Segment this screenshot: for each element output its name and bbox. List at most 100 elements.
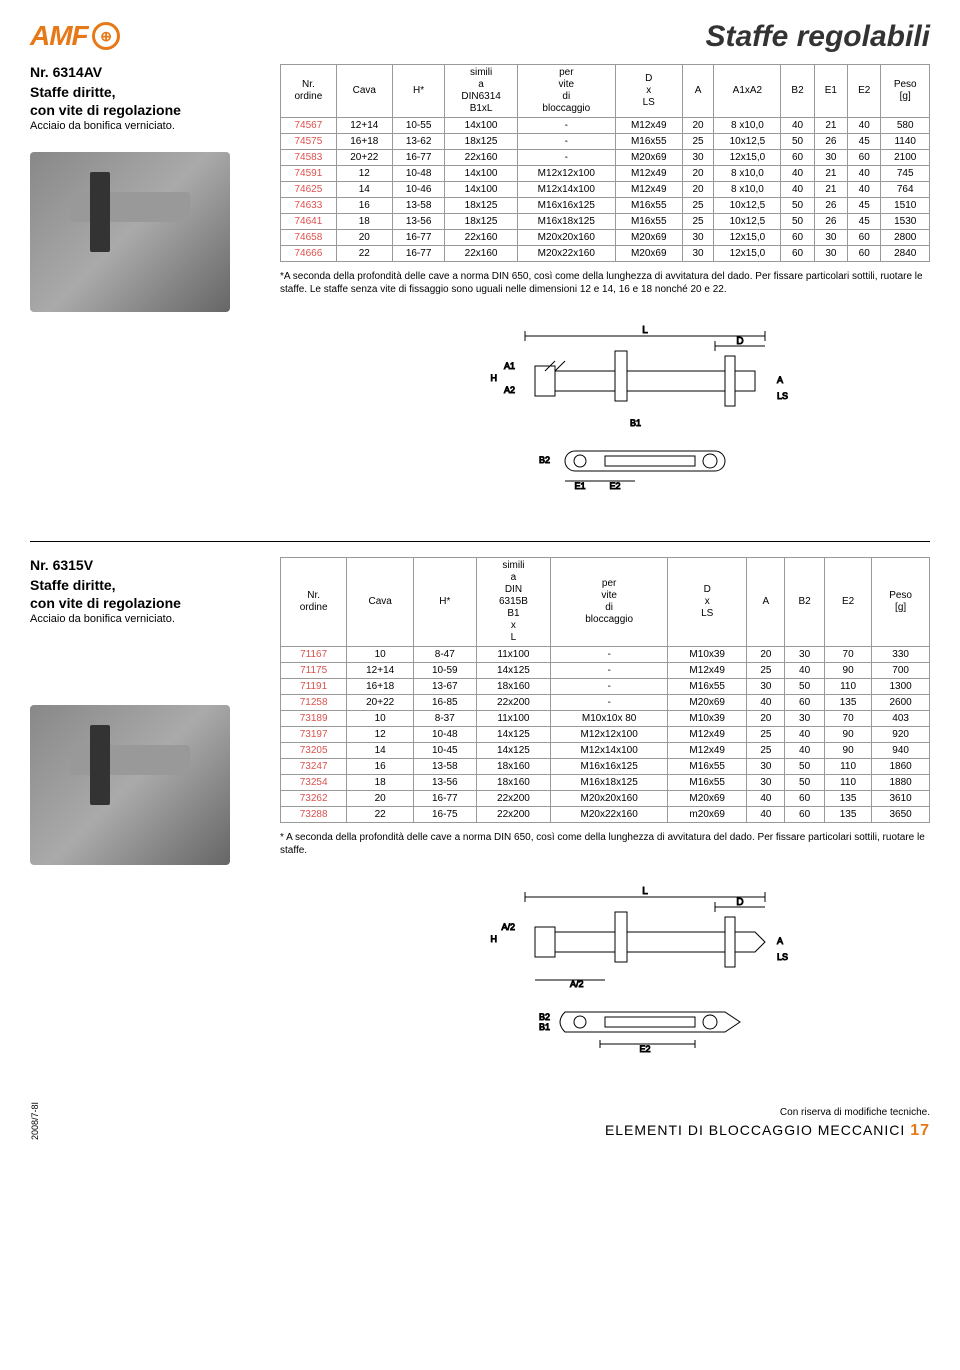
- table-cell: 40: [785, 727, 825, 743]
- table-header: Nr.ordine: [281, 558, 347, 647]
- table-cell: 40: [781, 118, 814, 134]
- table-cell: -: [517, 118, 615, 134]
- table-cell: 13-62: [392, 134, 445, 150]
- table-cell: 11x100: [476, 647, 551, 663]
- table-cell: 16-77: [392, 246, 445, 262]
- table-cell: 10-45: [414, 743, 476, 759]
- table-cell: -: [551, 647, 668, 663]
- table-cell: 12+14: [336, 118, 392, 134]
- table-header: pervitedibloccaggio: [551, 558, 668, 647]
- divider: [30, 541, 930, 542]
- table-cell: 10x12,5: [714, 134, 781, 150]
- table-cell: M10x39: [667, 647, 747, 663]
- table-cell: M12x14x100: [517, 182, 615, 198]
- table-row: 7125820+2216-8522x200-M20x6940601352600: [281, 695, 930, 711]
- table-cell: 60: [848, 246, 881, 262]
- table-cell: 30: [814, 150, 847, 166]
- table-cell: 12: [347, 727, 414, 743]
- table-cell: 50: [785, 775, 825, 791]
- section-6315v: Nr. 6315V Staffe diritte, con vite di re…: [30, 557, 930, 1072]
- table-cell: 700: [872, 663, 930, 679]
- table-cell: 16: [347, 759, 414, 775]
- table-row: 731971210-4814x125M12x12x100M12x49254090…: [281, 727, 930, 743]
- table-cell: m20x69: [667, 807, 747, 823]
- product1-code: Nr. 6314AV: [30, 64, 260, 80]
- table-cell: M16x55: [667, 759, 747, 775]
- table-cell: 22x160: [445, 230, 517, 246]
- table-cell: 18x125: [445, 214, 517, 230]
- table-cell: 18x160: [476, 759, 551, 775]
- table-cell: M16x18x125: [517, 214, 615, 230]
- table-row: 746251410-4614x100M12x14x100M12x49208 x1…: [281, 182, 930, 198]
- table-cell: M20x20x160: [551, 791, 668, 807]
- table-header: H*: [392, 65, 445, 118]
- table-row: 71167108-4711x100-M10x39203070330: [281, 647, 930, 663]
- table-header: E1: [814, 65, 847, 118]
- table-cell: -: [551, 663, 668, 679]
- table-cell: 40: [747, 695, 785, 711]
- table-cell: 74666: [281, 246, 337, 262]
- svg-text:E2: E2: [639, 1044, 650, 1054]
- product1-info: Nr. 6314AV Staffe diritte, con vite di r…: [30, 64, 260, 312]
- product1-sub: Acciaio da bonifica verniciato.: [30, 120, 260, 132]
- table-cell: 16-77: [392, 150, 445, 166]
- table-cell: 60: [781, 246, 814, 262]
- table-cell: 20+22: [336, 150, 392, 166]
- logo-text: AMF: [30, 20, 88, 52]
- table-6314av: Nr.ordineCavaH*similiaDIN6314B1xLpervite…: [280, 64, 930, 262]
- table-cell: 70: [824, 647, 871, 663]
- table-cell: 110: [824, 679, 871, 695]
- table1-note: *A seconda della profondità delle cave a…: [280, 270, 930, 296]
- table-cell: 45: [848, 198, 881, 214]
- table-cell: 1510: [881, 198, 930, 214]
- table-cell: 16: [336, 198, 392, 214]
- table-cell: 25: [682, 134, 714, 150]
- table-row: 746331613-5818x125M16x16x125M16x552510x1…: [281, 198, 930, 214]
- table-cell: 40: [848, 118, 881, 134]
- table-cell: 22x160: [445, 246, 517, 262]
- table-cell: 74625: [281, 182, 337, 198]
- table-cell: 13-56: [414, 775, 476, 791]
- table-cell: M16x18x125: [551, 775, 668, 791]
- table-cell: 40: [785, 663, 825, 679]
- table-cell: 14x100: [445, 166, 517, 182]
- table-cell: 40: [785, 743, 825, 759]
- table-cell: M12x49: [667, 663, 747, 679]
- table-cell: 764: [881, 182, 930, 198]
- table-header: Nr.ordine: [281, 65, 337, 118]
- header: AMF ⊕ Staffe regolabili: [30, 20, 930, 54]
- table-cell: 74591: [281, 166, 337, 182]
- table-cell: 74641: [281, 214, 337, 230]
- table-cell: 21: [814, 182, 847, 198]
- table-cell: M16x55: [615, 198, 682, 214]
- table-cell: 16-75: [414, 807, 476, 823]
- table-cell: 74567: [281, 118, 337, 134]
- svg-text:L: L: [642, 325, 648, 336]
- table-cell: 20: [682, 166, 714, 182]
- table-cell: 25: [747, 663, 785, 679]
- table-cell: 22x200: [476, 807, 551, 823]
- table-cell: 71191: [281, 679, 347, 695]
- table-cell: 14x100: [445, 182, 517, 198]
- table-cell: 8-47: [414, 647, 476, 663]
- product2-info: Nr. 6315V Staffe diritte, con vite di re…: [30, 557, 260, 865]
- product2-image: [30, 705, 230, 865]
- table-cell: 26: [814, 134, 847, 150]
- table-cell: 90: [824, 727, 871, 743]
- table-cell: 3610: [872, 791, 930, 807]
- table-row: 732622016-7722x200M20x20x160M20x69406013…: [281, 791, 930, 807]
- table-cell: 12x15,0: [714, 230, 781, 246]
- diagram-6315v: L D A/2 H A LS A/2 B: [280, 872, 930, 1072]
- table-cell: 50: [781, 134, 814, 150]
- table-row: 7119116+1813-6718x160-M16x5530501101300: [281, 679, 930, 695]
- table-cell: M10x10x 80: [551, 711, 668, 727]
- table-header: Cava: [347, 558, 414, 647]
- table-cell: 18x125: [445, 134, 517, 150]
- table-header: H*: [414, 558, 476, 647]
- table-cell: 13-58: [414, 759, 476, 775]
- table-cell: 1140: [881, 134, 930, 150]
- table-cell: 26: [814, 214, 847, 230]
- product2-code: Nr. 6315V: [30, 557, 260, 573]
- table-cell: M12x12x100: [517, 166, 615, 182]
- table-row: 7456712+1410-5514x100-M12x49208 x10,0402…: [281, 118, 930, 134]
